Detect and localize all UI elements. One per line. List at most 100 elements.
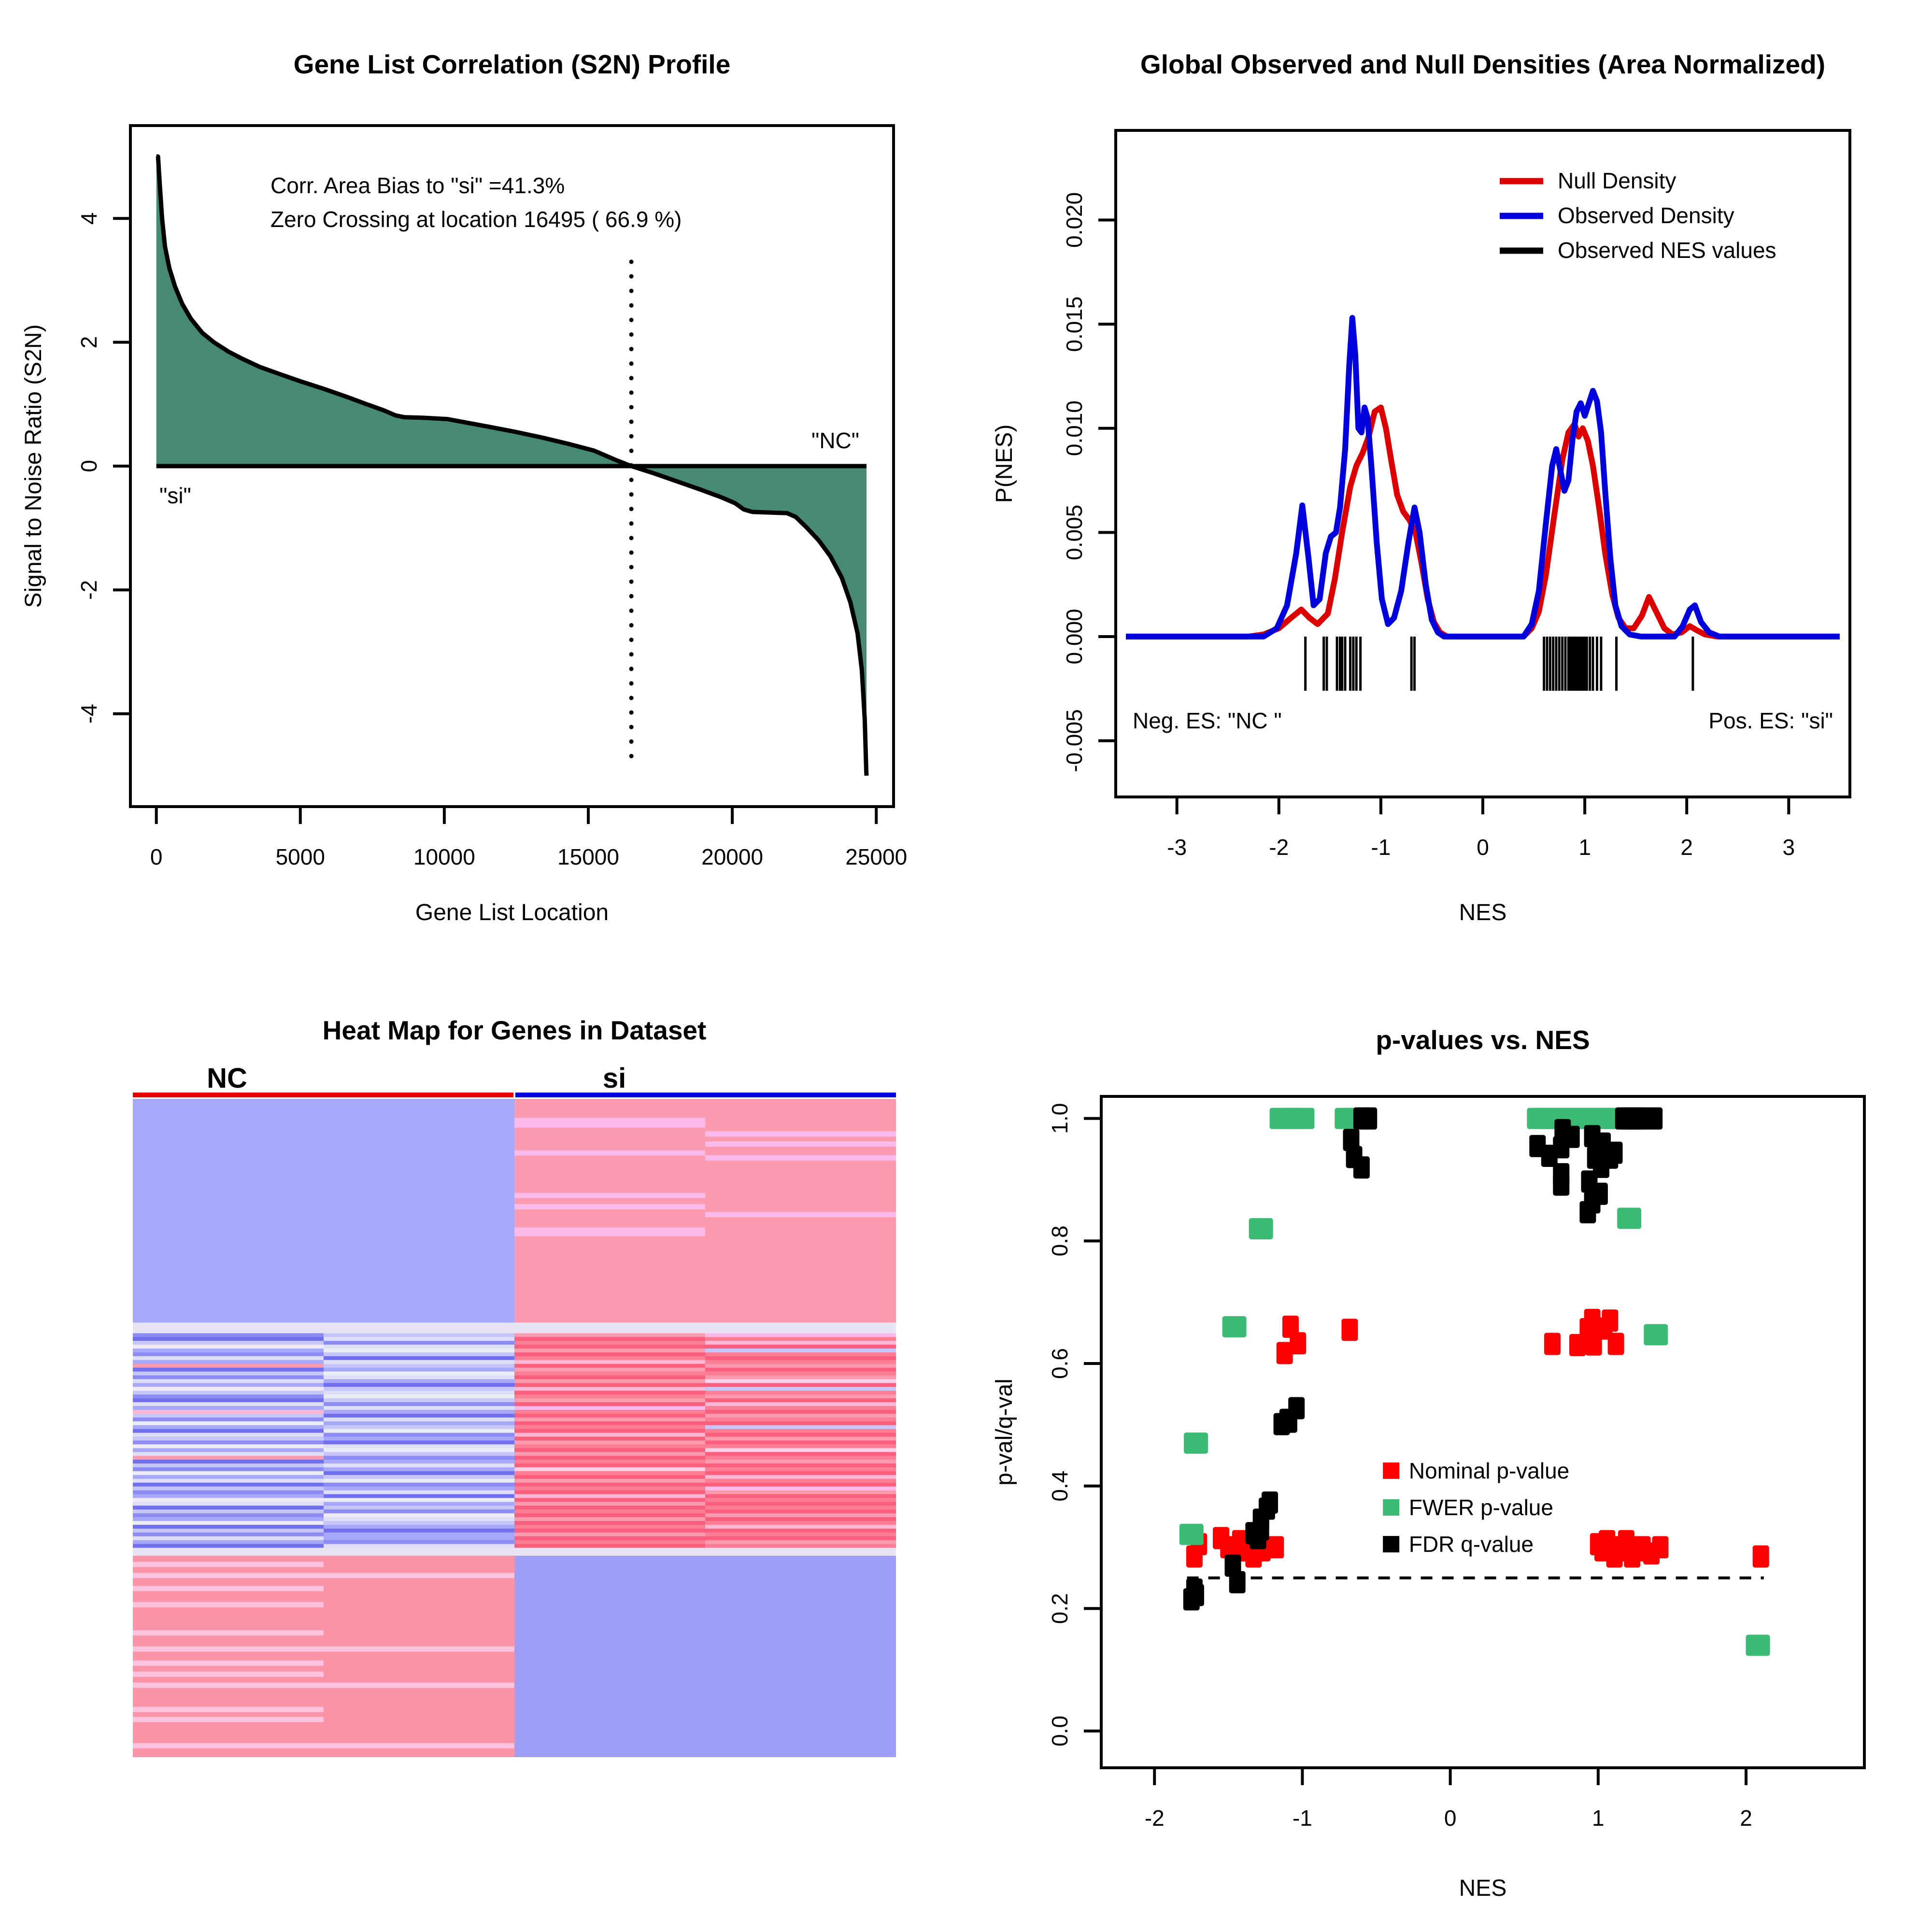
heatmap-cell xyxy=(514,1536,705,1541)
heatmap-cell xyxy=(133,1409,324,1414)
heatmap-cell xyxy=(324,1463,514,1468)
heatmap-block-nc xyxy=(133,1099,514,1323)
heatmap-cell xyxy=(514,1402,705,1406)
heatmap-cell xyxy=(324,1513,514,1518)
heatmap-cell xyxy=(324,1475,514,1479)
heatmap-cell xyxy=(324,1367,514,1372)
heatmap-streak xyxy=(514,1231,705,1236)
scatter-point-fwer xyxy=(1249,1218,1273,1239)
y-tick-label: 0.020 xyxy=(1062,192,1087,248)
heatmap-cell xyxy=(705,1471,896,1476)
heatmap-cell xyxy=(133,1440,324,1445)
panel-pvalues-vs-nes: p-values vs. NES -2 -1 0 1 2 0.0 0.2 0.4 0.6 0.8 1… xyxy=(992,1025,1866,1901)
heatmap-cell xyxy=(514,1333,705,1337)
heatmap-streak xyxy=(133,1646,514,1652)
scatter-point-fwer xyxy=(1222,1316,1247,1337)
heatmap-cell xyxy=(324,1478,514,1483)
heatmap-cell xyxy=(133,1509,324,1514)
heatmap-cell xyxy=(324,1417,514,1422)
heatmap-cell xyxy=(324,1375,514,1380)
y-tick-label: -0.005 xyxy=(1062,709,1087,772)
heatmap-cell xyxy=(705,1452,896,1456)
heatmap-cell xyxy=(133,1333,324,1337)
x-tick-label: 0 xyxy=(1444,1805,1457,1831)
heatmap-cell xyxy=(133,1448,324,1452)
heatmap-group-label-nc: NC xyxy=(207,1063,247,1094)
heatmap-cell xyxy=(324,1521,514,1525)
heatmap-cell xyxy=(514,1337,705,1341)
heatmap-cell xyxy=(705,1417,896,1422)
heatmap-cell xyxy=(514,1513,705,1518)
legend-marker-swatch xyxy=(1383,1499,1400,1516)
heatmap-cell xyxy=(705,1448,896,1452)
heatmap-cell xyxy=(705,1371,896,1376)
heatmap-cell xyxy=(324,1360,514,1364)
heatmap-cell xyxy=(133,1425,324,1430)
legend-label: Nominal p-value xyxy=(1409,1458,1569,1483)
panel2-neg-es-label: Neg. ES: "NC " xyxy=(1133,708,1282,733)
heatmap-cell xyxy=(324,1482,514,1487)
scatter-point-fdr xyxy=(1343,1129,1360,1151)
heatmap-streak xyxy=(133,1586,324,1591)
panel2-pos-es-label: Pos. ES: "si" xyxy=(1708,708,1833,733)
heatmap-cell xyxy=(133,1364,324,1368)
heatmap-cell xyxy=(133,1417,324,1422)
heatmap-cell xyxy=(324,1345,514,1349)
y-tick-label: 0.8 xyxy=(1047,1225,1072,1256)
heatmap-cell xyxy=(324,1337,514,1341)
heatmap-streak xyxy=(133,1660,324,1666)
heatmap-streak xyxy=(514,1204,705,1209)
heatmap-cell xyxy=(705,1360,896,1364)
heatmap-cell xyxy=(133,1471,324,1476)
heatmap-cell xyxy=(705,1375,896,1380)
heatmap-cell xyxy=(324,1517,514,1521)
heatmap-cell xyxy=(133,1452,324,1456)
heatmap-streak xyxy=(133,1717,324,1722)
heatmap-cell xyxy=(514,1460,705,1464)
heatmap-cell xyxy=(514,1471,705,1476)
heatmap-cell xyxy=(705,1367,896,1372)
heatmap-cell xyxy=(324,1536,514,1541)
heatmap-cell xyxy=(514,1352,705,1357)
heatmap-streak xyxy=(514,1150,705,1156)
heatmap-cell xyxy=(705,1398,896,1403)
heatmap-cell xyxy=(514,1490,705,1495)
heatmap-cell xyxy=(324,1352,514,1357)
scatter-point-nominal xyxy=(1652,1536,1669,1559)
heatmap-cell xyxy=(514,1345,705,1349)
heatmap-cell xyxy=(133,1337,324,1341)
scatter-point-fdr xyxy=(1646,1107,1663,1130)
heatmap-cell xyxy=(514,1463,705,1468)
heatmap-cell xyxy=(705,1509,896,1514)
heatmap-cell xyxy=(133,1341,324,1345)
heatmap-cell xyxy=(133,1528,324,1533)
heatmap-streak xyxy=(514,1227,705,1233)
panel1-ylabel: Signal to Noise Ratio (S2N) xyxy=(21,325,46,608)
heatmap-cell xyxy=(133,1360,324,1364)
heatmap-cell xyxy=(324,1348,514,1353)
heatmap-streak xyxy=(705,1131,896,1137)
heatmap-cell xyxy=(324,1379,514,1383)
heatmap-cell xyxy=(133,1494,324,1499)
heatmap-block-si xyxy=(514,1555,896,1757)
y-tick-label: -4 xyxy=(76,704,101,724)
heatmap-cell xyxy=(514,1482,705,1487)
panel4-plot-area: -2 -1 0 1 2 0.0 0.2 0.4 0.6 0.8 1.0 xyxy=(1047,1095,1866,1831)
heatmap-cell xyxy=(705,1425,896,1430)
heatmap-cell xyxy=(133,1406,324,1410)
heatmap-cell xyxy=(133,1421,324,1426)
heatmap-cell xyxy=(324,1448,514,1452)
heatmap-cell xyxy=(324,1429,514,1434)
heatmap-cell xyxy=(514,1387,705,1391)
heatmap-cell xyxy=(133,1379,324,1383)
heatmap-cell xyxy=(514,1498,705,1502)
scatter-point-nominal xyxy=(1290,1332,1307,1355)
scatter-point-fwer xyxy=(1746,1634,1770,1656)
heatmap-cell xyxy=(514,1478,705,1483)
heatmap-cell xyxy=(324,1391,514,1395)
profile-curve xyxy=(156,154,869,776)
legend-label: Null Density xyxy=(1558,168,1676,193)
x-tick-label: -2 xyxy=(1145,1805,1165,1831)
heatmap-cell xyxy=(133,1436,324,1441)
